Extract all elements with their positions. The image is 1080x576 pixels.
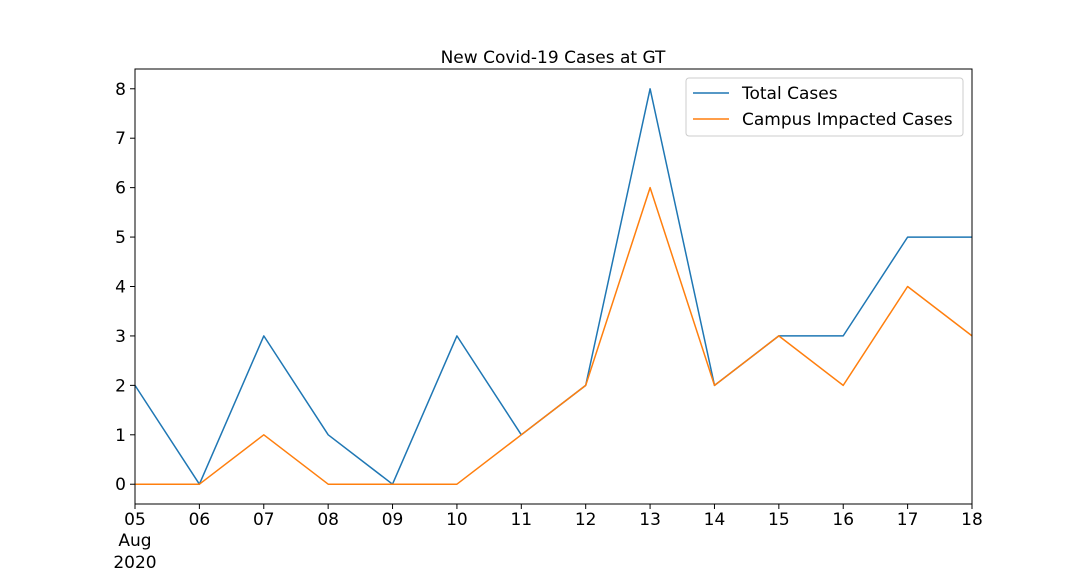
x-tick-label: 08 bbox=[317, 510, 339, 530]
x-tick-label: 05 bbox=[124, 510, 146, 530]
x-tick-sublabel: Aug bbox=[118, 531, 151, 551]
series-lines bbox=[134, 88, 973, 485]
y-tick-label: 7 bbox=[115, 129, 126, 149]
legend-label: Campus Impacted Cases bbox=[742, 110, 953, 130]
y-tick-label: 4 bbox=[115, 278, 126, 298]
series-line-1 bbox=[135, 186, 973, 485]
legend: Total Cases Campus Impacted Cases bbox=[685, 77, 964, 137]
y-axis: 0 1 2 3 4 5 6 7 8 bbox=[115, 80, 135, 495]
x-tick-label: 11 bbox=[510, 510, 532, 530]
x-tick-label: 14 bbox=[704, 510, 726, 530]
y-tick-label: 2 bbox=[115, 376, 126, 396]
x-tick-label: 09 bbox=[382, 510, 404, 530]
x-tick-label: 07 bbox=[253, 510, 275, 530]
x-tick-label: 12 bbox=[575, 510, 597, 530]
y-tick-label: 3 bbox=[115, 327, 126, 347]
x-tick-sublabel: 2020 bbox=[113, 553, 156, 573]
x-tick-label: 16 bbox=[832, 510, 854, 530]
x-tick-label: 17 bbox=[897, 510, 919, 530]
legend-label: Total Cases bbox=[741, 84, 838, 104]
x-tick-label: 10 bbox=[446, 510, 468, 530]
y-tick-label: 8 bbox=[115, 80, 126, 100]
x-tick-label: 06 bbox=[189, 510, 211, 530]
x-tick-label: 15 bbox=[768, 510, 790, 530]
y-tick-label: 0 bbox=[115, 475, 126, 495]
y-tick-label: 6 bbox=[115, 179, 126, 199]
series-line-0 bbox=[134, 88, 972, 485]
y-tick-label: 1 bbox=[115, 426, 126, 446]
y-tick-label: 5 bbox=[115, 228, 126, 248]
chart-title: New Covid-19 Cases at GT bbox=[441, 48, 666, 68]
legend-box bbox=[685, 77, 964, 137]
x-tick-label: 13 bbox=[639, 510, 661, 530]
x-tick-label: 18 bbox=[961, 510, 983, 530]
